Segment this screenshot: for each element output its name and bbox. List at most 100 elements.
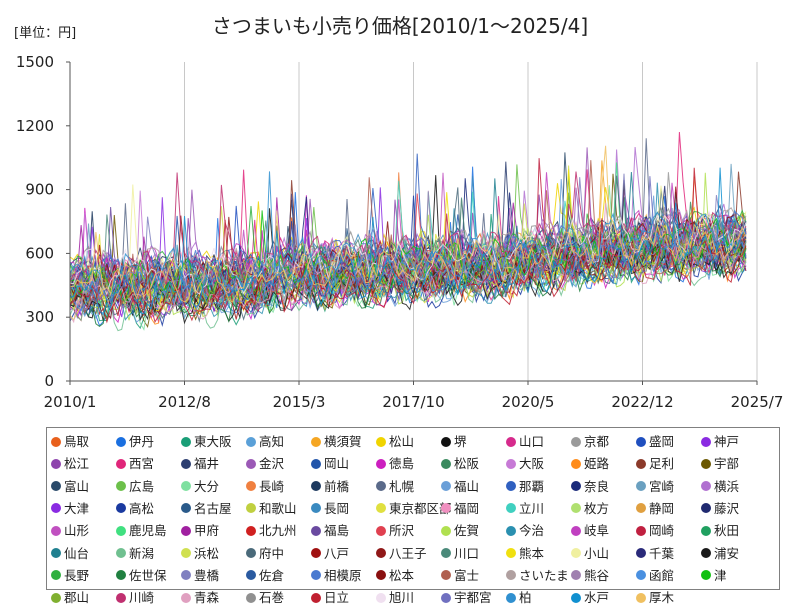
- legend-item: 足利: [636, 453, 674, 475]
- x-tick-label: 2010/1: [44, 393, 97, 411]
- legend-label: 西宮: [129, 456, 155, 472]
- legend-item: 横浜: [701, 476, 739, 498]
- legend-swatch: [246, 525, 256, 536]
- legend-item: 堺: [441, 431, 467, 453]
- unit-label: [単位：円]: [14, 26, 77, 41]
- legend-label: 北九州: [259, 523, 297, 539]
- legend-label: 函館: [649, 567, 675, 583]
- legend-swatch: [701, 570, 711, 581]
- legend-swatch: [701, 436, 711, 447]
- legend-item: 藤沢: [701, 498, 739, 520]
- legend-label: 甲府: [194, 523, 220, 539]
- legend-item: 岡崎: [636, 520, 674, 542]
- x-tick-labels: 2010/1 2012/8 2015/3 2017/10 2020/5 2022/12 20…: [44, 393, 784, 411]
- legend-label: 山口: [519, 434, 545, 449]
- legend-swatch: [636, 503, 646, 514]
- legend-label: 熊本: [519, 545, 545, 561]
- legend-swatch: [376, 570, 386, 581]
- legend-swatch: [701, 503, 711, 514]
- legend-swatch: [571, 436, 581, 447]
- legend-item: 岡山: [311, 453, 349, 475]
- legend-item: 小山: [571, 543, 609, 565]
- legend-item: 柏: [506, 587, 532, 609]
- legend-item: 仙台: [51, 543, 89, 565]
- legend-item: 甲府: [181, 520, 219, 542]
- legend-label: 浜松: [194, 545, 220, 561]
- legend-item: 富士: [441, 565, 479, 587]
- legend-swatch: [51, 503, 61, 514]
- legend-swatch: [51, 436, 61, 447]
- series-line-厚木: [69, 145, 747, 303]
- legend-item: 横須賀: [311, 431, 362, 453]
- legend-swatch: [181, 436, 191, 447]
- legend-swatch: [116, 570, 126, 581]
- legend-label: 佐世保: [129, 567, 167, 583]
- legend-label: 伊丹: [129, 434, 155, 449]
- legend-item: 長崎: [246, 476, 284, 498]
- legend-label: 八戸: [324, 545, 350, 561]
- legend-item: 長岡: [311, 498, 349, 520]
- legend-item: 日立: [311, 587, 349, 609]
- legend-item: 和歌山: [246, 498, 297, 520]
- legend-item: 佐世保: [116, 565, 167, 587]
- y-tick-label: 600: [25, 244, 54, 262]
- legend-item: 所沢: [376, 520, 414, 542]
- legend-label: 川口: [454, 545, 480, 561]
- legend-label: 大分: [194, 478, 220, 494]
- legend-swatch: [636, 525, 646, 536]
- legend-label: 前橋: [324, 478, 350, 494]
- legend-swatch: [51, 548, 61, 558]
- legend-item: 福山: [441, 476, 479, 498]
- legend-swatch: [571, 481, 581, 492]
- legend-label: 東大阪: [194, 434, 232, 449]
- legend-swatch: [376, 525, 386, 536]
- legend-swatch: [181, 525, 191, 536]
- legend-item: 山口: [506, 431, 544, 453]
- legend-label: 鹿児島: [129, 523, 167, 539]
- legend-swatch: [376, 481, 386, 492]
- legend-label: 横浜: [714, 478, 740, 494]
- legend-label: 宇都宮: [454, 590, 492, 606]
- legend-label: 福山: [454, 478, 480, 494]
- legend-item: 松阪: [441, 453, 479, 475]
- legend-item: 山形: [51, 520, 89, 542]
- legend-swatch: [571, 458, 581, 469]
- legend-label: 神戸: [714, 434, 740, 449]
- legend-label: 佐賀: [454, 523, 480, 539]
- series-line-水戸: [69, 167, 747, 316]
- legend-swatch: [51, 592, 61, 603]
- legend-item: 新潟: [116, 543, 154, 565]
- legend-label: 大阪: [519, 456, 545, 472]
- legend-label: 仙台: [64, 545, 90, 561]
- legend-label: 姫路: [584, 456, 610, 472]
- legend-label: 和歌山: [259, 500, 297, 516]
- legend-swatch: [376, 436, 386, 447]
- legend-label: 秋田: [714, 523, 740, 539]
- legend-label: 郡山: [64, 590, 90, 606]
- legend-item: 高松: [116, 498, 154, 520]
- legend-swatch: [636, 592, 646, 603]
- legend-item: 名古屋: [181, 498, 232, 520]
- legend-item: 立川: [506, 498, 544, 520]
- legend-swatch: [311, 503, 321, 514]
- legend-label: 厚木: [649, 590, 675, 606]
- legend-label: 長野: [64, 567, 90, 583]
- legend-item: 浜松: [181, 543, 219, 565]
- legend-item: 神戸: [701, 431, 739, 453]
- legend-label: 相模原: [324, 567, 362, 583]
- legend-item: 大阪: [506, 453, 544, 475]
- legend-item: 福岡: [441, 498, 479, 520]
- legend-item: 宮崎: [636, 476, 674, 498]
- legend-label: 立川: [519, 500, 545, 516]
- legend-item: 岐阜: [571, 520, 609, 542]
- legend-item: 松江: [51, 453, 89, 475]
- x-tick-label: 2015/3: [273, 393, 326, 411]
- legend-swatch: [311, 458, 321, 469]
- legend-item: 佐賀: [441, 520, 479, 542]
- legend-label: 旭川: [389, 590, 415, 606]
- legend-item: 広島: [116, 476, 154, 498]
- legend-swatch: [311, 436, 321, 447]
- legend-item: 東京都区部: [376, 498, 452, 520]
- legend-swatch: [246, 570, 256, 581]
- legend-item: 旭川: [376, 587, 414, 609]
